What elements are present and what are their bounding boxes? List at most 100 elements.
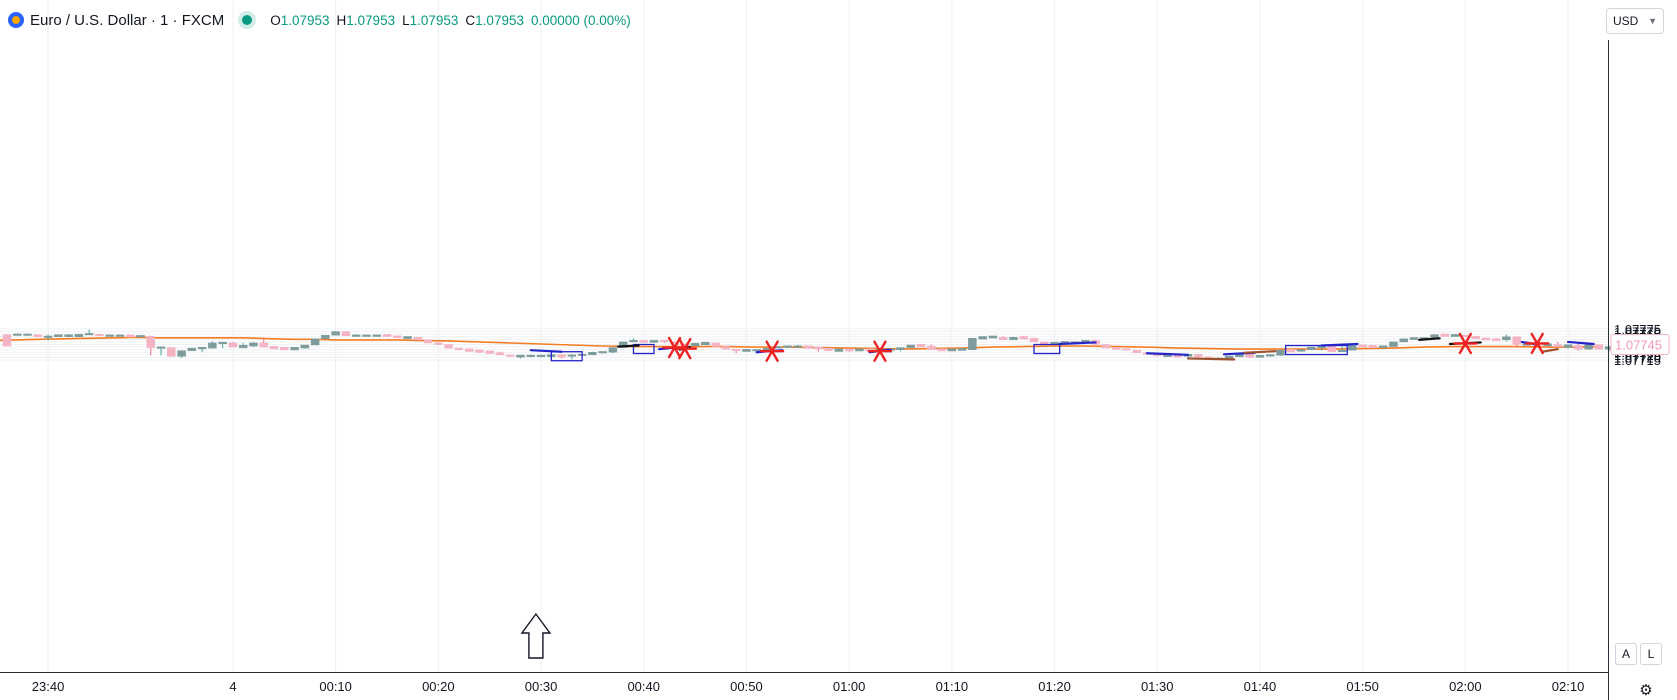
candle-body	[1296, 349, 1306, 352]
candle-body	[341, 331, 351, 336]
close-label: C	[465, 12, 476, 28]
candle-body	[310, 338, 320, 346]
star-mark	[759, 340, 785, 362]
candle	[362, 334, 371, 337]
candle	[1358, 344, 1367, 348]
candle	[1296, 349, 1306, 352]
candle-body	[1584, 344, 1593, 350]
trend-stroke	[529, 349, 563, 353]
candle-body	[752, 349, 761, 352]
star-mark	[672, 337, 698, 360]
trend-stroke	[1418, 337, 1441, 341]
x-tick-label: 01:30	[1141, 679, 1174, 694]
candle-body	[23, 333, 32, 336]
candle	[814, 346, 823, 352]
symbol-title[interactable]: Euro / U.S. Dollar · 1 · FXCM	[30, 11, 225, 29]
candle-body	[1111, 347, 1121, 350]
candle	[701, 341, 710, 346]
candle-body	[639, 340, 648, 343]
chart-grid	[0, 0, 1608, 672]
candle	[598, 351, 607, 354]
candle-body	[43, 335, 53, 338]
x-tick-label: 00:20	[422, 679, 455, 694]
candle	[454, 347, 464, 351]
candle	[896, 347, 905, 352]
candle-body	[988, 335, 998, 339]
candle-body	[300, 344, 310, 349]
candle-body	[1101, 344, 1111, 349]
candle-body	[1512, 336, 1521, 345]
candle-body	[1286, 349, 1295, 353]
candle-body	[1594, 344, 1604, 350]
candle-body	[156, 346, 166, 349]
candle-body	[1502, 336, 1511, 341]
candle-body	[54, 334, 63, 338]
candle	[372, 334, 381, 337]
candle-body	[536, 354, 546, 357]
open-value: 1.07953	[280, 12, 330, 28]
candle-body	[464, 348, 474, 352]
candle	[115, 334, 125, 337]
candle-body	[660, 340, 669, 343]
candle	[13, 333, 22, 336]
candle	[649, 340, 659, 343]
log-scale-button[interactable]: L	[1640, 643, 1662, 665]
candle-body	[834, 348, 844, 352]
auto-scale-button[interactable]: A	[1615, 643, 1637, 665]
candle	[567, 354, 577, 360]
candle-body	[690, 342, 700, 347]
candle-body	[382, 334, 392, 337]
candle	[629, 338, 638, 343]
star-mark	[1453, 332, 1478, 355]
moving-average-line	[0, 336, 1599, 350]
candle	[711, 342, 720, 347]
candle	[259, 339, 268, 348]
star-stroke	[678, 337, 692, 360]
candle	[208, 341, 217, 349]
candle-body	[1255, 355, 1265, 358]
candle-body	[485, 350, 494, 354]
candle-body	[238, 344, 248, 349]
candle	[413, 337, 423, 341]
candle-body	[1245, 354, 1254, 358]
low-label: L	[402, 12, 410, 28]
candle	[1491, 338, 1501, 341]
currency-select[interactable]: USD ▼	[1606, 8, 1664, 34]
candle-body	[208, 342, 217, 349]
candle	[280, 347, 289, 351]
candle-body	[475, 349, 484, 353]
candle	[434, 342, 443, 346]
candle	[988, 335, 998, 339]
star-stroke	[1458, 332, 1473, 355]
candle	[2, 334, 12, 347]
candle	[64, 334, 73, 338]
candle-body	[978, 336, 987, 340]
candle	[269, 346, 279, 350]
candle	[167, 347, 176, 357]
candle	[1471, 335, 1480, 340]
candle-body	[331, 331, 340, 336]
chevron-down-icon: ▼	[1648, 16, 1657, 26]
candle	[793, 345, 803, 348]
candle-body	[701, 341, 710, 346]
candle	[536, 354, 546, 358]
candle	[1399, 338, 1408, 343]
close-value: 1.07953	[475, 12, 524, 28]
candle	[680, 343, 690, 347]
candle	[608, 347, 618, 354]
chart-header: Euro / U.S. Dollar · 1 · FXCM O1.07953 H…	[8, 9, 631, 31]
candle	[731, 348, 741, 354]
market-status-icon[interactable]	[242, 15, 253, 25]
candle-body	[844, 348, 854, 352]
candle-body	[968, 338, 977, 350]
candle	[844, 348, 854, 352]
x-tick-label: 00:40	[627, 679, 660, 694]
candle	[197, 347, 207, 353]
candle	[43, 334, 53, 341]
candle-body	[618, 341, 628, 348]
candle	[803, 345, 813, 349]
candle	[54, 334, 63, 338]
gear-icon[interactable]: ⚙	[1639, 682, 1653, 699]
trend-stroke	[1058, 341, 1097, 346]
